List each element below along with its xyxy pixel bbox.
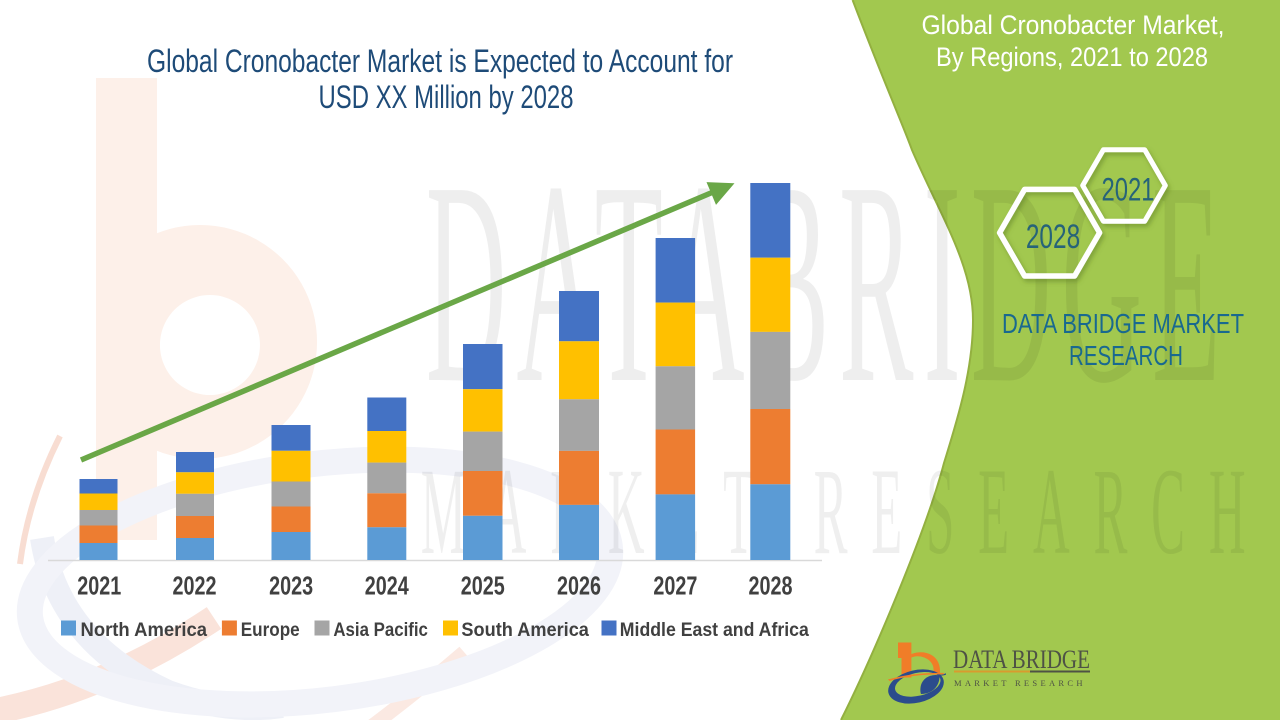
svg-text:2026: 2026 [557,571,601,601]
svg-text:2025: 2025 [461,571,505,601]
svg-text:2024: 2024 [365,571,409,601]
svg-text:2022: 2022 [173,571,217,601]
svg-text:2021: 2021 [77,571,121,601]
svg-text:By Regions, 2021 to 2028: By Regions, 2021 to 2028 [936,42,1208,72]
svg-text:Asia Pacific: Asia Pacific [333,619,428,641]
svg-text:Europe: Europe [241,619,300,641]
svg-text:MARKET RESEARCH: MARKET RESEARCH [954,678,1086,688]
svg-text:Global Cronobacter Market is E: Global Cronobacter Market is Expected to… [147,43,733,79]
svg-text:Global Cronobacter Market,: Global Cronobacter Market, [922,10,1225,40]
svg-text:USD XX Million by 2028: USD XX Million by 2028 [319,79,574,115]
svg-text:South America: South America [461,619,589,641]
svg-text:DATA BRIDGE: DATA BRIDGE [953,645,1090,674]
svg-text:2023: 2023 [269,571,313,601]
svg-text:2027: 2027 [653,571,697,601]
svg-text:2028: 2028 [749,571,793,601]
svg-text:DATABRIDGE: DATABRIDGE [426,121,1230,443]
svg-text:MARKET RESEARCH: MARKET RESEARCH [421,444,1270,580]
svg-text:DATA BRIDGE MARKET: DATA BRIDGE MARKET [1002,308,1244,339]
svg-text:North America: North America [81,619,208,641]
svg-text:RESEARCH: RESEARCH [1069,340,1183,371]
svg-text:2021: 2021 [1102,172,1155,208]
svg-text:2028: 2028 [1026,218,1080,256]
svg-text:Middle East and Africa: Middle East and Africa [620,619,809,641]
